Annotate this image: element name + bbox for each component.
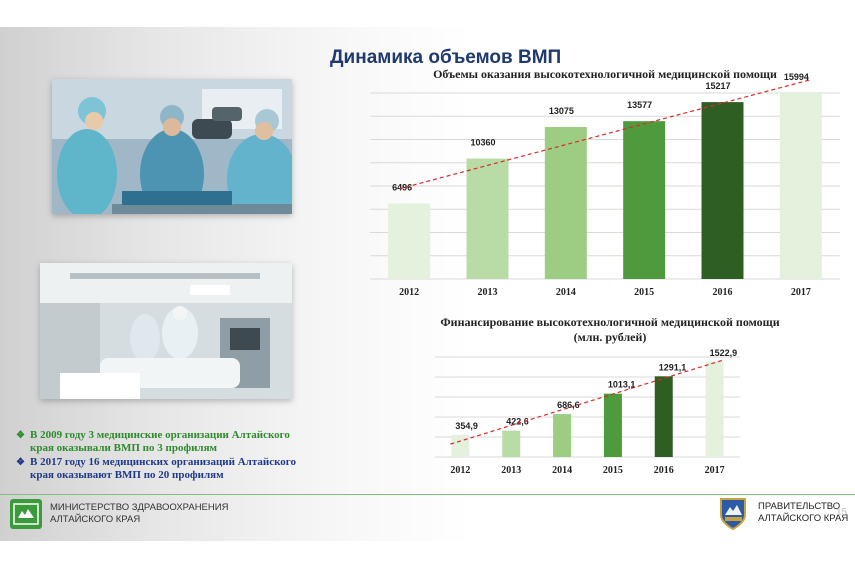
data-label-2014: 13075 — [549, 106, 574, 116]
bullet-text: В 2017 году 16 медицинских организаций А… — [30, 456, 297, 481]
ministry-block: МИНИСТЕРСТВО ЗДРАВООХРАНЕНИЯ АЛТАЙСКОГО … — [10, 499, 228, 529]
bar-2015 — [623, 121, 666, 279]
slide-title: Динамика объемов ВМП — [330, 47, 562, 68]
bar-2012 — [451, 434, 470, 457]
bullet-item-2009: ❖ В 2009 году 3 медицинские организации … — [16, 429, 316, 455]
x-tick-2014: 2014 — [556, 287, 576, 298]
government-block: ПРАВИТЕЛЬСТВО АЛТАЙСКОГО КРАЯ — [716, 495, 848, 531]
bar-2016 — [654, 376, 673, 457]
bar-2013 — [466, 158, 509, 279]
page-number: 15 — [836, 507, 848, 518]
x-tick-2015: 2015 — [603, 465, 623, 476]
presentation-slide: Динамика объемов ВМП — [0, 27, 855, 541]
data-label-2013: 10360 — [471, 138, 496, 148]
trendline — [399, 79, 811, 190]
x-tick-2017: 2017 — [791, 287, 811, 298]
bar-2015 — [603, 393, 622, 457]
operating-room-photo — [40, 263, 292, 399]
bar-2012 — [388, 203, 431, 279]
x-tick-2017: 2017 — [705, 465, 725, 476]
data-label-2013: 422,6 — [506, 417, 529, 427]
data-label-2016: 15217 — [706, 81, 731, 91]
x-tick-2012: 2012 — [399, 287, 419, 298]
footer-divider — [0, 494, 855, 495]
trendline — [450, 359, 725, 445]
x-tick-2014: 2014 — [552, 465, 572, 476]
chart2-title: Финансирование высокотехнологичной медиц… — [440, 315, 780, 344]
diamond-bullet-icon: ❖ — [16, 457, 25, 468]
coat-of-arms-icon — [720, 498, 746, 531]
data-label-2016: 1291,1 — [659, 362, 687, 372]
x-tick-2016: 2016 — [654, 465, 674, 476]
x-tick-2015: 2015 — [634, 287, 654, 298]
bullet-text: В 2009 году 3 медицинские организации Ал… — [30, 429, 290, 454]
bar-2017 — [779, 93, 822, 279]
diamond-bullet-icon: ❖ — [16, 430, 25, 441]
data-label-2015: 13577 — [627, 100, 652, 110]
bullet-list: ❖ В 2009 году 3 медицинские организации … — [16, 429, 316, 483]
data-label-2017: 15994 — [784, 72, 809, 82]
data-label-2012: 354,9 — [455, 421, 478, 431]
ministry-logo-icon — [10, 499, 42, 529]
government-name: ПРАВИТЕЛЬСТВО АЛТАЙСКОГО КРАЯ — [758, 501, 849, 524]
bar-2016 — [701, 102, 744, 279]
ministry-name: МИНИСТЕРСТВО ЗДРАВООХРАНЕНИЯ АЛТАЙСКОГО … — [50, 502, 229, 525]
chart1-title: Объемы оказания высокотехнологичной меди… — [433, 67, 777, 81]
x-tick-2013: 2013 — [501, 465, 521, 476]
x-tick-2012: 2012 — [450, 465, 470, 476]
bullet-item-2017: ❖ В 2017 году 16 медицинских организаций… — [16, 456, 316, 482]
volume-bar-chart: 6496201210360201313075201413577201515217… — [370, 72, 840, 298]
financing-bar-chart: 354,9 2012 422,6 2013 686,6 2014 1013,1 2015 129… — [435, 348, 740, 476]
data-label-2015: 1013,1 — [608, 380, 636, 390]
bar-2014 — [544, 127, 587, 279]
surgery-photo-top — [52, 79, 292, 214]
data-label-2017: 1522,9 — [710, 348, 738, 358]
x-tick-2016: 2016 — [713, 287, 733, 298]
x-tick-2013: 2013 — [478, 287, 498, 298]
bar-2017 — [705, 361, 724, 457]
bar-2013 — [502, 430, 521, 457]
data-label-2014: 686,6 — [557, 400, 580, 410]
bar-2014 — [553, 414, 572, 457]
